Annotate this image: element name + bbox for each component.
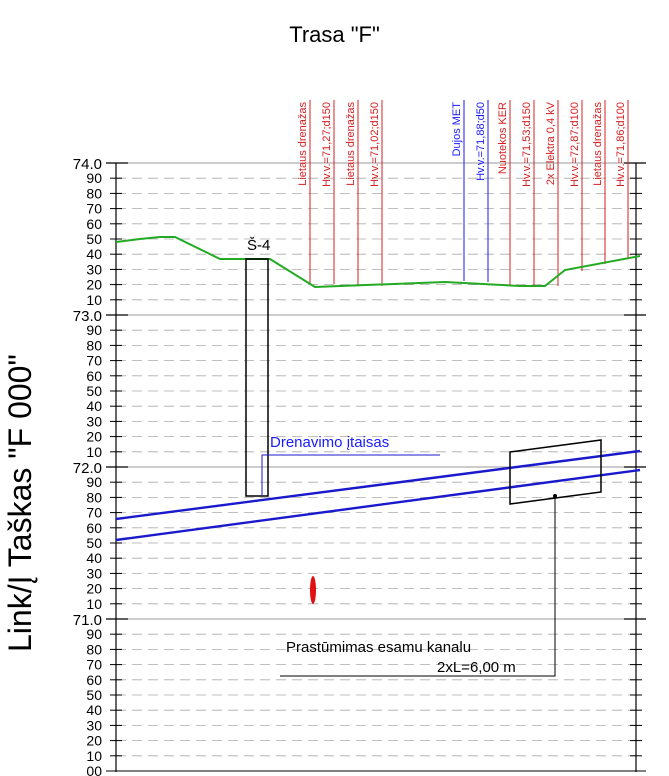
minor-tick-label: 40: [86, 246, 102, 262]
utility-label: Nuotekos KER: [497, 102, 509, 174]
bottom-tick-label: 00: [86, 763, 102, 776]
minor-tick-label: 50: [86, 687, 102, 703]
utility-label: 2x Elektra 0,4 kV: [545, 101, 557, 185]
minor-tick-label: 20: [86, 733, 102, 749]
minor-tick-label: 20: [86, 277, 102, 293]
casing-parallelogram: [509, 439, 602, 505]
minor-tick-label: 70: [86, 657, 102, 673]
minor-tick-label: 70: [86, 505, 102, 521]
minor-tick-label: 90: [86, 170, 102, 186]
minor-tick-label: 30: [86, 413, 102, 429]
minor-tick-label: 10: [86, 444, 102, 460]
minor-tick-label: 40: [86, 398, 102, 414]
pipe-lower: [115, 468, 641, 542]
minor-tick-label: 50: [86, 383, 102, 399]
minor-tick-label: 10: [86, 596, 102, 612]
minor-tick-label: 90: [86, 322, 102, 338]
well-s4: [245, 258, 269, 497]
utility-markers: Lietaus drenažas Hv.v.=71,27;d150 Lietaus …: [297, 100, 629, 286]
minor-tick-label: 80: [86, 489, 102, 505]
minor-tick-label: 40: [86, 702, 102, 718]
minor-tick-label: 30: [86, 717, 102, 733]
minor-tick-label: 50: [86, 231, 102, 247]
utility-label: Lietaus drenažas: [592, 102, 604, 186]
grid-lines: [116, 162, 636, 757]
axis-labels: 74.090807060504030201073.090807060504030…: [73, 156, 102, 776]
drainage-leader: [261, 454, 440, 496]
minor-tick-label: 10: [86, 748, 102, 764]
pushing-label-line1: Prastūmimas esamu kanalu: [286, 639, 471, 656]
minor-tick-label: 80: [86, 641, 102, 657]
ground-profile-line: [115, 236, 641, 289]
minor-tick-label: 30: [86, 261, 102, 277]
utility-label: Dujos MET: [451, 102, 463, 157]
pushing-label-line2: 2xL=6,00 m: [437, 659, 516, 676]
minor-tick-label: 50: [86, 535, 102, 551]
minor-tick-label: 30: [86, 565, 102, 581]
minor-tick-label: 80: [86, 185, 102, 201]
utility-label: Hv.v.=71,86;d100: [615, 102, 627, 187]
minor-tick-label: 60: [86, 672, 102, 688]
minor-tick-label: 20: [86, 581, 102, 597]
utility-label: Hv.v.=71,53;d150: [521, 102, 533, 187]
major-tick-label: 72.0: [73, 460, 102, 477]
utility-label: Hv.v.=71,02;d150: [369, 102, 381, 187]
minor-tick-label: 60: [86, 216, 102, 232]
utility-label: Lietaus drenažas: [345, 102, 357, 186]
red-marker: [310, 576, 316, 604]
minor-tick-label: 60: [86, 368, 102, 384]
minor-tick-label: 90: [86, 626, 102, 642]
utility-label: Lietaus drenažas: [297, 102, 309, 186]
minor-tick-label: 90: [86, 474, 102, 490]
drainage-label: Drenavimo įtaisas: [270, 434, 389, 451]
minor-tick-label: 10: [86, 292, 102, 308]
utility-label: Hv.v.=71,88;d50: [475, 102, 487, 181]
utility-label: Hv.v.=71,27;d150: [321, 102, 333, 187]
major-tick-label: 71.0: [73, 612, 102, 629]
minor-tick-label: 70: [86, 353, 102, 369]
minor-tick-label: 40: [86, 550, 102, 566]
page-title: Trasa "F": [289, 22, 380, 47]
major-tick-label: 73.0: [73, 308, 102, 325]
well-label: Š-4: [247, 237, 270, 254]
major-tick-label: 74.0: [73, 156, 102, 173]
minor-tick-label: 60: [86, 520, 102, 536]
utility-label: Hv.v.=72,87;d100: [569, 102, 581, 187]
minor-tick-label: 80: [86, 337, 102, 353]
minor-tick-label: 20: [86, 429, 102, 445]
pipe-upper: [115, 449, 641, 521]
minor-tick-label: 70: [86, 201, 102, 217]
pushing-leader: [280, 496, 556, 677]
axis-ticks: [106, 162, 646, 772]
